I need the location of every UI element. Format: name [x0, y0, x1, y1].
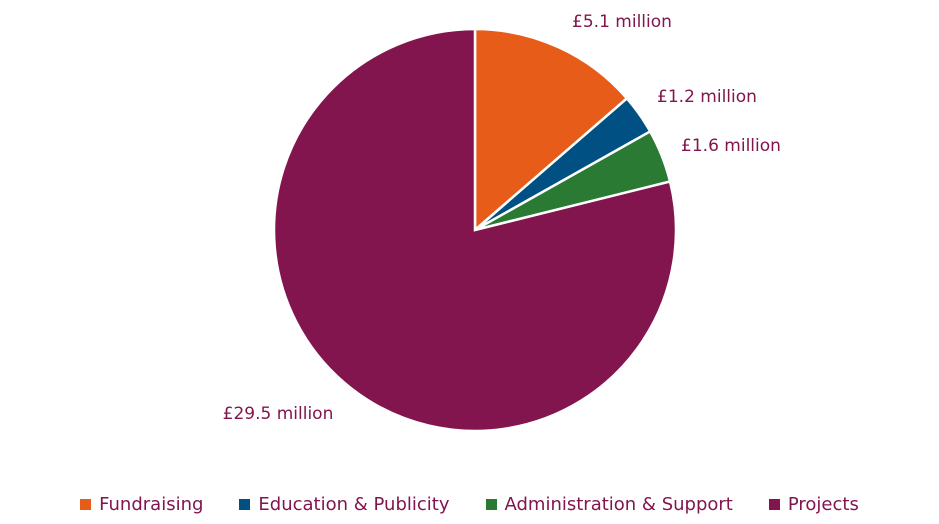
data-label: £1.2 million: [657, 87, 757, 107]
legend-label: Education & Publicity: [258, 494, 450, 515]
chart: £5.1 million £1.2 million £1.6 million £29.…: [223, 12, 781, 433]
legend-swatch: [485, 499, 497, 510]
legend: Fundraising Education & Publicity Administ…: [0, 494, 939, 515]
legend-item: Projects: [768, 494, 859, 515]
legend-swatch: [239, 499, 251, 510]
legend-swatch: [80, 499, 92, 510]
legend-item: Education & Publicity: [239, 494, 450, 515]
legend-label: Projects: [787, 494, 859, 515]
pie-slice: [473, 27, 629, 233]
legend-label: Fundraising: [99, 494, 204, 515]
legend-item: Administration & Support: [485, 494, 733, 515]
legend-swatch: [768, 499, 780, 510]
data-label: £29.5 million: [223, 404, 334, 424]
legend-label: Administration & Support: [504, 494, 733, 515]
data-label: £5.1 million: [572, 12, 672, 32]
data-label: £1.6 million: [681, 136, 781, 156]
legend-item: Fundraising: [80, 494, 203, 515]
pie-slice: [272, 27, 678, 433]
